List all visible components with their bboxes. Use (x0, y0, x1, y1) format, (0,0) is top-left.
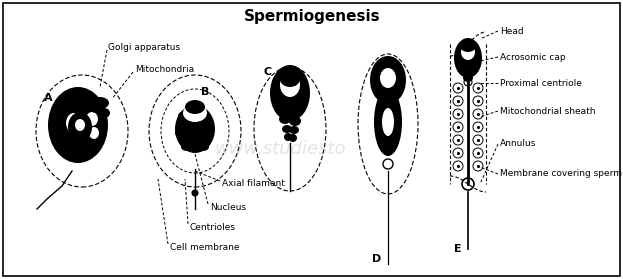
Text: Spermiogenesis: Spermiogenesis (244, 8, 380, 23)
Ellipse shape (190, 105, 200, 113)
Ellipse shape (86, 112, 98, 126)
Ellipse shape (91, 97, 109, 109)
Ellipse shape (370, 56, 406, 104)
Text: Nucleus: Nucleus (210, 203, 246, 211)
Text: Axial filament: Axial filament (222, 179, 285, 189)
Ellipse shape (284, 133, 292, 141)
Text: Proximal centriole: Proximal centriole (500, 78, 582, 88)
Text: A: A (44, 93, 52, 103)
Ellipse shape (279, 114, 291, 124)
Ellipse shape (175, 129, 187, 137)
Ellipse shape (454, 38, 482, 78)
Ellipse shape (289, 134, 297, 142)
Text: D: D (372, 254, 381, 264)
Ellipse shape (75, 119, 85, 131)
Ellipse shape (66, 113, 82, 133)
Ellipse shape (280, 73, 300, 97)
Circle shape (192, 190, 198, 196)
Ellipse shape (73, 129, 83, 141)
Ellipse shape (382, 108, 394, 136)
Ellipse shape (197, 143, 209, 151)
Ellipse shape (89, 127, 99, 139)
Ellipse shape (461, 44, 475, 60)
Ellipse shape (175, 105, 215, 153)
Text: E: E (454, 244, 462, 254)
Ellipse shape (204, 131, 214, 139)
Text: Membrane covering sperm: Membrane covering sperm (500, 170, 622, 179)
Ellipse shape (181, 143, 193, 151)
Ellipse shape (374, 88, 402, 156)
Text: C: C (264, 67, 272, 77)
Ellipse shape (185, 100, 205, 114)
Ellipse shape (460, 40, 476, 52)
Ellipse shape (183, 104, 207, 122)
Text: B: B (201, 87, 209, 97)
Ellipse shape (282, 125, 292, 133)
Text: Head: Head (500, 27, 523, 35)
Ellipse shape (68, 112, 92, 142)
Text: Annulus: Annulus (500, 140, 536, 148)
Text: Centrioles: Centrioles (190, 222, 236, 232)
Text: Mitochondrial sheath: Mitochondrial sheath (500, 107, 596, 116)
Ellipse shape (280, 71, 300, 87)
Ellipse shape (270, 65, 310, 121)
Ellipse shape (48, 87, 108, 163)
Text: Cell membrane: Cell membrane (170, 242, 239, 251)
Ellipse shape (289, 116, 301, 126)
Text: Acrosomic cap: Acrosomic cap (500, 52, 566, 61)
Ellipse shape (380, 68, 396, 88)
Ellipse shape (198, 114, 212, 124)
Ellipse shape (98, 108, 110, 118)
Ellipse shape (178, 111, 192, 121)
Ellipse shape (91, 105, 101, 113)
Text: Mitochondria: Mitochondria (135, 64, 194, 73)
Ellipse shape (289, 126, 299, 134)
Text: Golgi apparatus: Golgi apparatus (108, 42, 180, 52)
Text: www.studiesto: www.studiesto (214, 140, 346, 158)
Ellipse shape (463, 74, 473, 82)
